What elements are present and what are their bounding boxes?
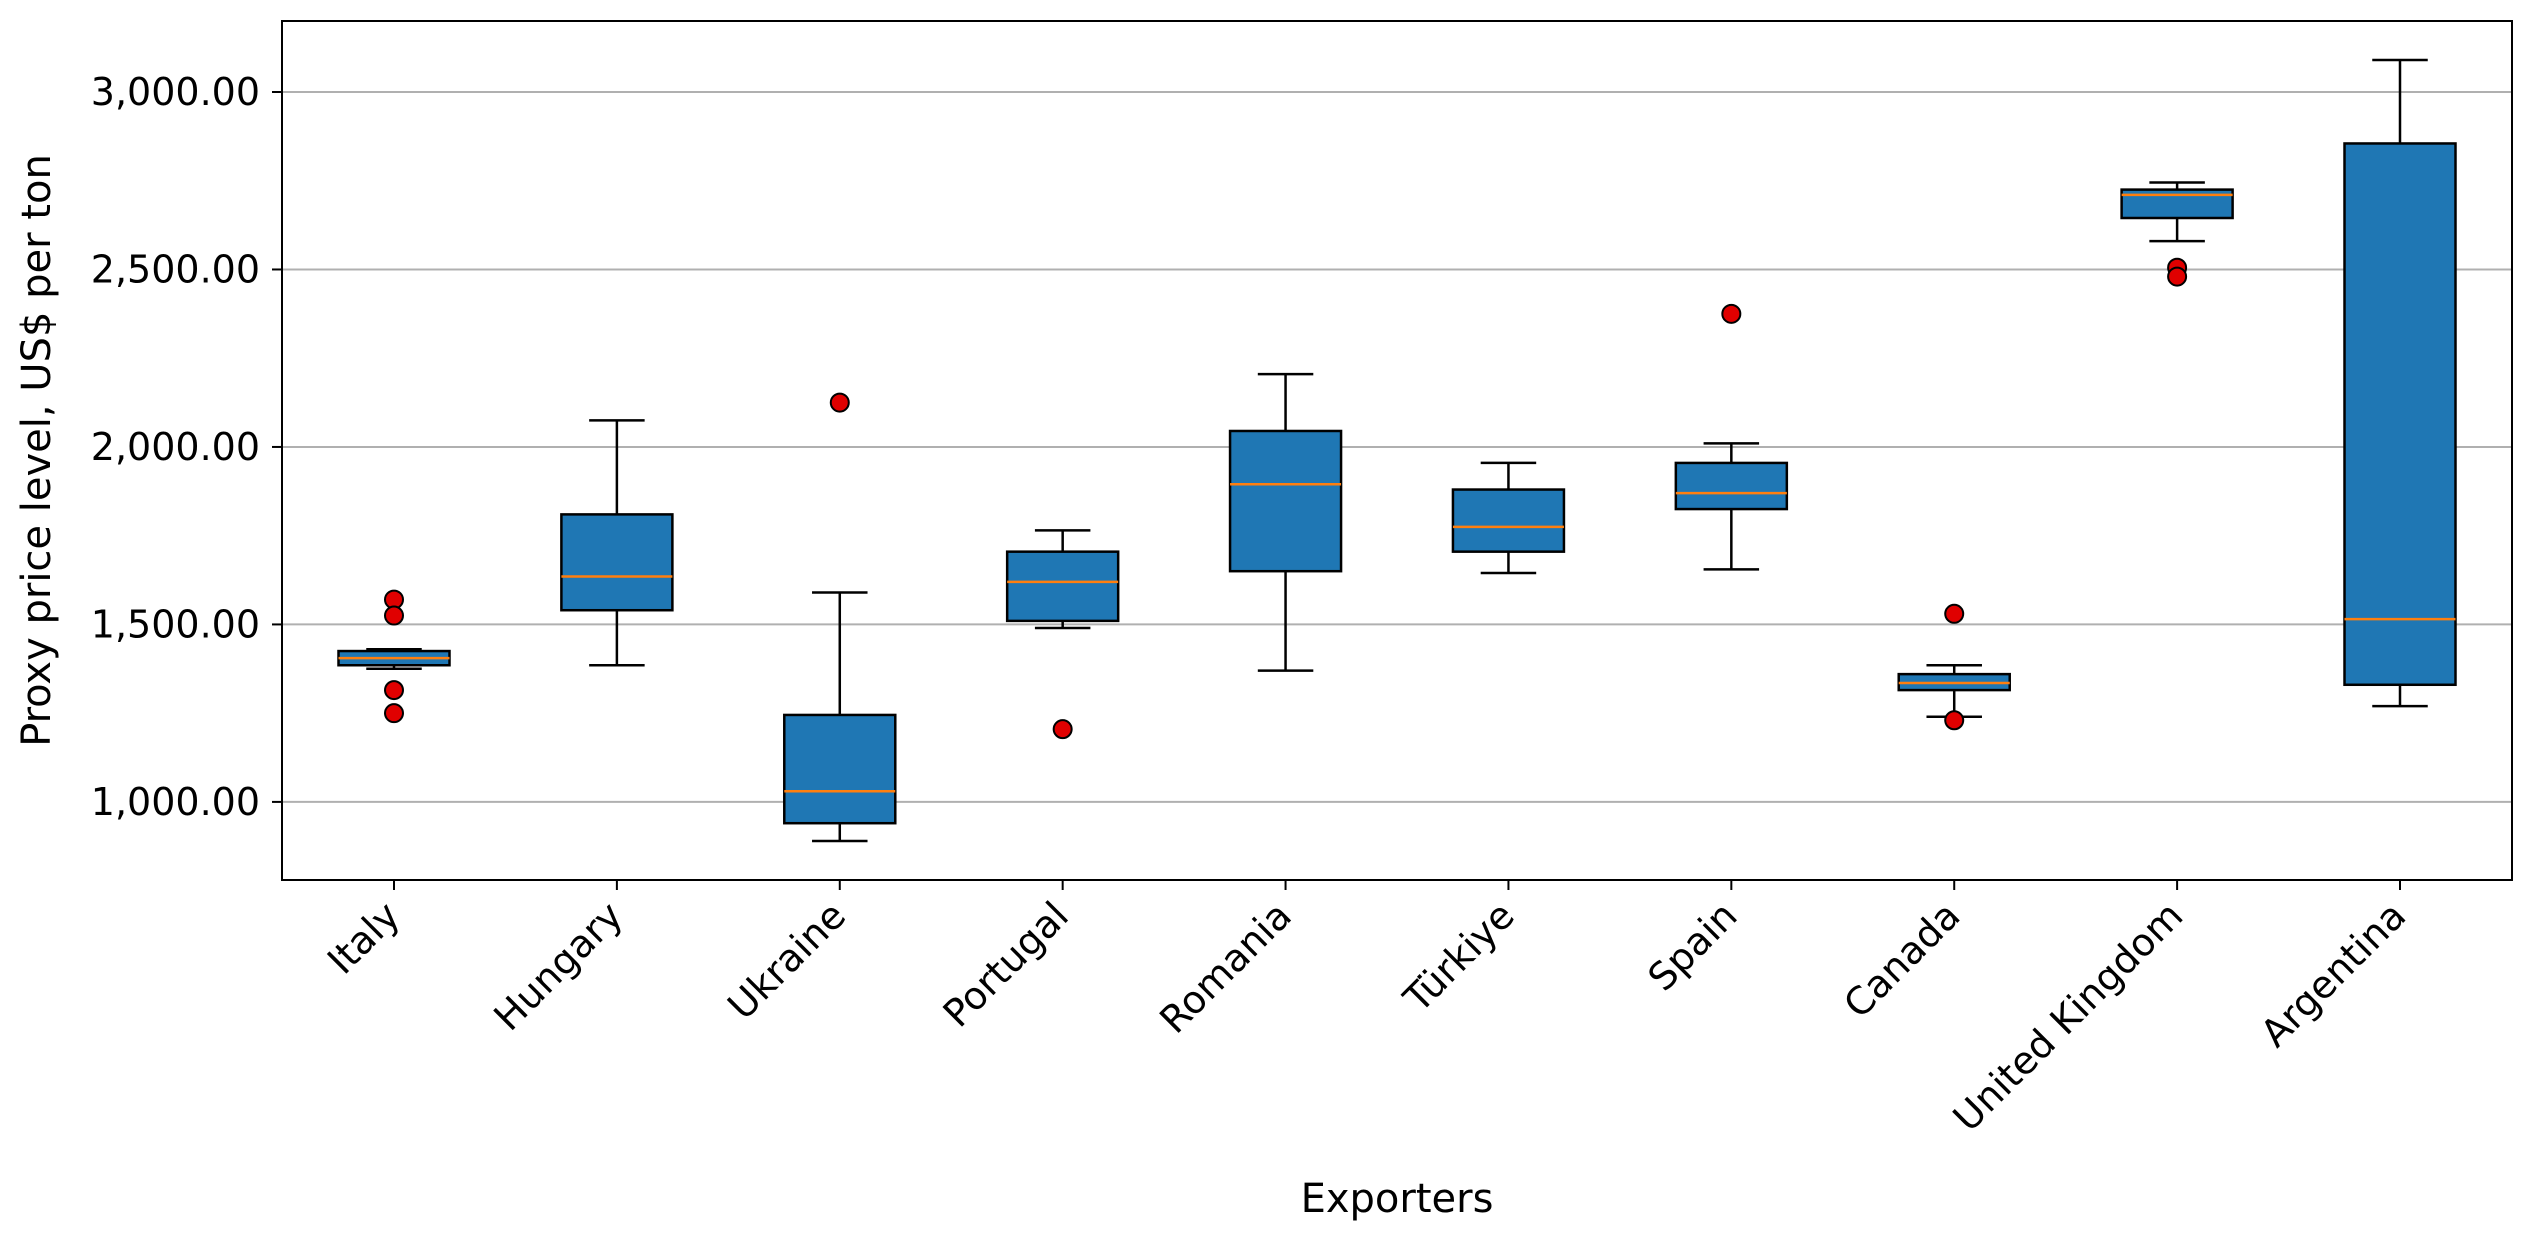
iqr-box bbox=[1005, 550, 1120, 623]
x-tick-label: Argentina bbox=[2252, 893, 2414, 1055]
box-group bbox=[1005, 529, 1120, 740]
box-group bbox=[2120, 181, 2234, 287]
x-tick-label: United Kingdom bbox=[1945, 893, 2192, 1140]
iqr-box bbox=[1674, 461, 1789, 511]
grid-layer bbox=[282, 90, 2512, 803]
outlier-point bbox=[829, 392, 850, 413]
iqr-box bbox=[2343, 142, 2457, 687]
plot-frame bbox=[281, 20, 2513, 881]
outlier-point bbox=[2167, 266, 2188, 287]
box-group bbox=[2343, 58, 2457, 708]
y-tick-label: 2,000.00 bbox=[91, 425, 260, 469]
axis-layer: 1,000.00 1,500.00 2,000.00 2,500.00 3,000.00… bbox=[91, 70, 2415, 1140]
y-tick-label: 2,500.00 bbox=[91, 247, 260, 291]
outlier-point bbox=[384, 680, 404, 701]
x-axis-label: Exporters bbox=[1301, 1176, 1494, 1222]
y-tick-label: 3,000.00 bbox=[91, 70, 260, 114]
x-tick-label: Spain bbox=[1640, 893, 1746, 999]
x-tick-label: Türkiye bbox=[1395, 893, 1523, 1021]
x-tick-label: Hungary bbox=[485, 893, 631, 1039]
x-tick-label: Portugal bbox=[935, 893, 1077, 1035]
box-group bbox=[1228, 372, 1343, 672]
box-group bbox=[1897, 603, 2011, 731]
x-tick-label: Ukraine bbox=[719, 893, 854, 1028]
box-group bbox=[337, 589, 451, 724]
outlier-point bbox=[1721, 303, 1742, 324]
x-tick-label: Canada bbox=[1835, 893, 1968, 1026]
iqr-box bbox=[560, 513, 674, 612]
y-tick-label: 1,000.00 bbox=[91, 780, 260, 824]
outlier-point bbox=[384, 703, 404, 724]
iqr-box bbox=[1228, 429, 1343, 573]
y-tick-label: 1,500.00 bbox=[91, 602, 260, 646]
outlier-point bbox=[1944, 710, 1965, 731]
x-tick-label: Romania bbox=[1151, 893, 1300, 1042]
box-layer bbox=[337, 58, 2457, 843]
box-group bbox=[1674, 303, 1789, 571]
outlier-point bbox=[1052, 719, 1073, 740]
x-tick-label: Italy bbox=[319, 893, 408, 982]
iqr-box bbox=[783, 713, 897, 825]
iqr-box bbox=[1451, 488, 1566, 553]
y-axis-label: Proxy price level, US$ per ton bbox=[14, 154, 60, 747]
box-group bbox=[783, 392, 897, 843]
box-group bbox=[1451, 461, 1566, 575]
box-group bbox=[560, 419, 674, 667]
outlier-point bbox=[1944, 603, 1965, 624]
outlier-point bbox=[384, 605, 404, 626]
